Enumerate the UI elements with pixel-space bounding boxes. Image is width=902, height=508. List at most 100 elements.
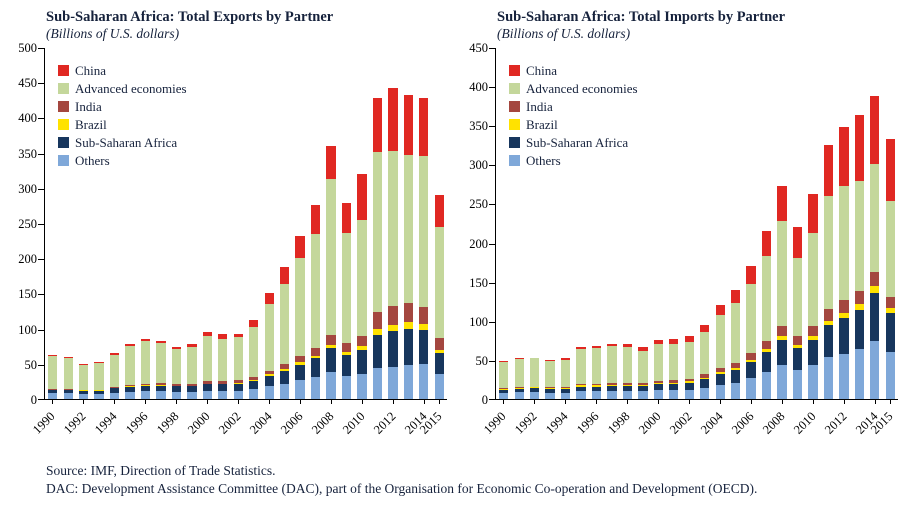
stacked-bar [233,333,243,399]
bar-segment-brazil [388,325,398,332]
bar-segment-advanced-economies [233,337,243,381]
bar-segment-china [326,145,336,179]
bar-segment-brazil [341,351,352,355]
bar-segment-advanced-economies [684,341,694,379]
bar-segment-others [280,383,290,399]
bar-segment-others [156,391,166,399]
bar-segment-brazil [249,379,259,381]
bar-segment-brazil [854,304,864,310]
x-tick-label: 1990 [29,409,58,437]
bar-segment-india [249,376,259,380]
y-tick-mark [38,48,44,49]
x-tick-label: 2010 [339,409,368,437]
bar-segment-advanced-economies [545,360,555,388]
x-tick-mark [502,400,504,404]
bar-segment-sub-saharan-africa [560,388,571,393]
bar-segment-others [792,370,803,399]
bar-segment-sub-saharan-africa [854,309,864,349]
stacked-bar [326,145,336,399]
bar-segment-advanced-economies [357,219,367,336]
stacked-bar [280,266,290,399]
bar-segment-brazil [576,385,586,387]
legend-item-india: India [58,99,187,114]
bar-segment-advanced-economies [839,185,849,301]
bar-segment-india [545,387,555,389]
stacked-bar [560,358,571,399]
bar-segment-china [202,332,212,336]
stacked-bar [94,362,104,399]
bar-segment-others [202,390,212,399]
bar-segment-sub-saharan-africa [499,389,509,393]
bar-segment-brazil [357,346,367,350]
legend-swatch-others [509,155,520,166]
y-tick-mark [38,118,44,120]
x-tick-label: 1998 [153,409,182,437]
y-tick-mark [38,153,44,155]
bar-segment-china [669,338,679,344]
bar-segment-india [156,383,166,385]
bar-segment-china [530,357,540,359]
x-tick-mark [626,400,628,404]
bar-segment-advanced-economies [731,303,741,363]
bar-segment-india [187,383,197,386]
stacked-bar [731,289,741,399]
bar-segment-advanced-economies [870,163,880,273]
bar-segment-advanced-economies [560,359,571,387]
bar-segment-brazil [295,362,305,365]
bar-segment-india [357,335,367,347]
x-tick-label: 2000 [184,409,213,437]
bar-segment-others [187,391,197,399]
legend-item-india: India [509,99,638,114]
bar-segment-advanced-economies [140,341,151,384]
bar-segment-sub-saharan-africa [140,385,151,392]
bar-segment-india [403,303,413,323]
exports-chart-title: Sub-Saharan Africa: Total Exports by Par… [46,9,334,25]
bar-segment-sub-saharan-africa [295,364,305,380]
bar-segment-sub-saharan-africa [792,348,803,371]
bar-segment-india [48,388,58,390]
bar-segment-china [280,266,290,284]
bar-segment-china [792,226,803,259]
x-tick-mark [82,400,84,404]
bar-segment-brazil [187,385,197,387]
legend-label: Sub-Saharan Africa [526,135,629,150]
x-tick-mark [144,400,146,404]
bar-segment-advanced-economies [79,364,89,390]
y-tick-label: 50 [24,357,38,372]
stacked-bar [622,344,633,399]
bar-segment-sub-saharan-africa [700,379,710,389]
y-tick-label: 100 [469,314,488,329]
bar-segment-india [854,291,864,305]
bar-segment-china [746,266,756,285]
bar-segment-china [403,94,413,156]
bar-segment-advanced-economies [419,156,429,307]
y-tick-mark [489,321,495,323]
stacked-bar [823,144,834,399]
bar-segment-brazil [700,377,710,380]
bar-segment-sub-saharan-africa [372,334,383,369]
bar-segment-advanced-economies [341,232,352,344]
bar-segment-india [499,388,509,389]
stacked-bar [140,339,151,399]
bar-segment-india [715,367,725,373]
y-tick-label: 350 [469,119,488,134]
legend-label: Brazil [526,117,558,132]
y-tick-label: 450 [469,41,488,55]
bar-segment-brazil [761,348,772,353]
bar-segment-sub-saharan-africa [63,389,73,394]
bar-segment-advanced-economies [187,346,197,384]
bar-segment-others [388,366,398,399]
stacked-bar [607,343,617,399]
legend-swatch-china [58,65,69,76]
bar-segment-india [326,335,336,346]
stacked-bar [514,358,524,399]
bar-segment-brazil [419,324,429,331]
bar-segment-india [125,384,135,387]
legend-swatch-advanced-economies [509,83,520,94]
plot-area: China Advanced economies India Brazil Sub-Sa… [38,48,447,400]
bar-segment-china [839,126,849,186]
bar-segment-india [761,341,772,349]
bar-segment-india [94,389,104,391]
stacked-bar [388,87,398,399]
bar-segment-china [295,236,305,258]
